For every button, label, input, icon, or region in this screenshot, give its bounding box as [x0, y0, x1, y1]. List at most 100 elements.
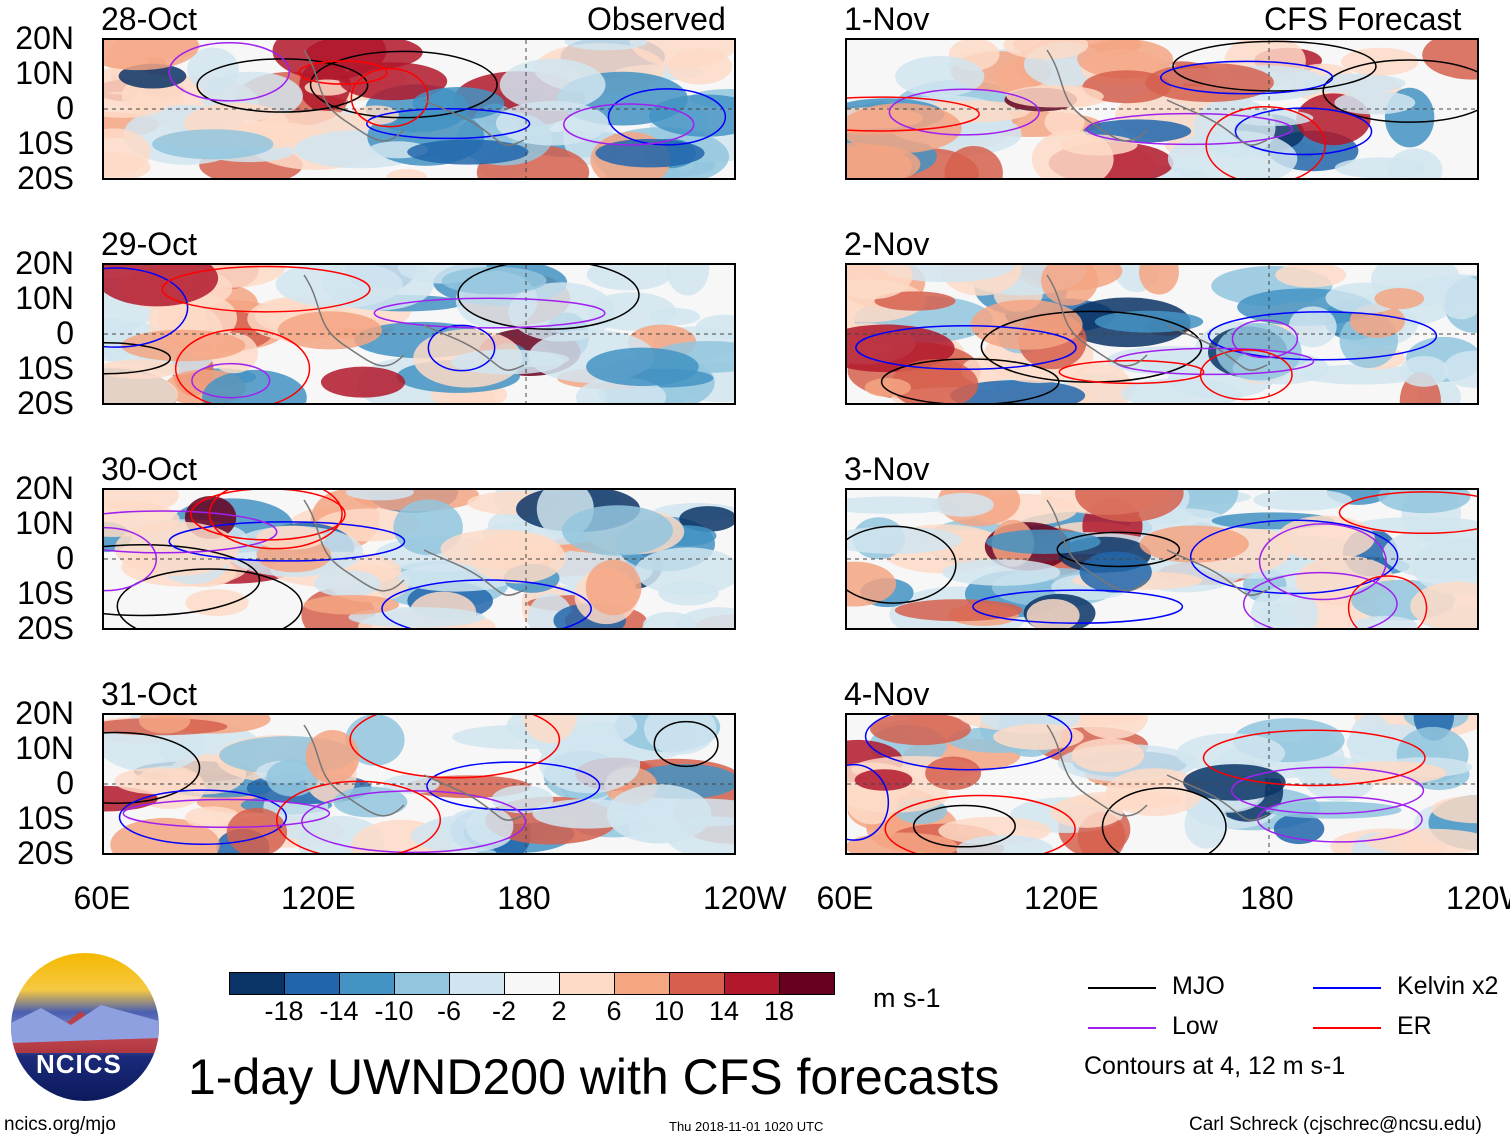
low-contour	[104, 526, 158, 592]
wind-anomaly-blob	[695, 314, 734, 339]
colorbar-swatch	[670, 973, 725, 994]
wind-anomaly-blob	[407, 139, 529, 165]
colorbar-tick-label: 10	[653, 996, 685, 1026]
map-panel-31-Oct	[102, 713, 736, 855]
kelvin-contour	[366, 107, 531, 140]
wind-anomaly-blob	[386, 169, 428, 178]
wind-anomaly-blob	[1275, 265, 1347, 288]
coastline	[1046, 499, 1268, 596]
colorbar-tick-label: 2	[551, 996, 567, 1026]
legend-label: Kelvin x2	[1397, 972, 1499, 1000]
kelvin-contour	[104, 267, 189, 348]
mjo-contour	[1101, 787, 1227, 853]
colorbar-tick-label: 18	[763, 996, 795, 1026]
lat-tick-label: 10S	[17, 575, 74, 611]
wind-anomaly-blob	[522, 715, 577, 744]
colorbar-swatch	[615, 973, 670, 994]
wind-anomaly-blob	[104, 40, 200, 71]
er-contour	[1347, 575, 1428, 628]
wind-anomaly-blob	[854, 769, 913, 791]
wind-anomaly-blob	[104, 128, 151, 176]
wind-anomaly-blob	[878, 265, 1015, 283]
kelvin-contour	[426, 761, 601, 811]
colorbar-swatch	[560, 973, 615, 994]
wind-anomaly-blob	[121, 329, 246, 362]
wind-anomaly-blob	[586, 347, 699, 387]
er-contour	[298, 60, 388, 85]
coastline	[303, 49, 525, 146]
wind-anomaly-blob	[595, 138, 705, 168]
footer-url[interactable]: ncics.org/mjo	[4, 1114, 116, 1135]
colorbar-swatch	[450, 973, 505, 994]
contour-note: Contours at 4, 12 m s-1	[1084, 1052, 1346, 1080]
colorbar-tick-label: -14	[319, 996, 359, 1026]
lat-tick-label: 10S	[17, 125, 74, 161]
lon-tick-label: 120E	[1024, 880, 1099, 916]
wind-anomaly-blob	[847, 265, 913, 300]
wind-anomaly-blob	[1334, 90, 1416, 115]
wind-anomaly-blob	[891, 359, 979, 403]
logo-text: NCICS	[36, 1049, 122, 1079]
wind-anomaly-blob	[1365, 828, 1477, 853]
wind-anomaly-blob	[538, 735, 641, 794]
wind-anomaly-blob	[256, 525, 326, 550]
lat-tick-label: 20N	[15, 695, 74, 731]
colorbar-tick-label: 14	[708, 996, 740, 1026]
wind-anomaly-blob	[266, 759, 319, 797]
wind-anomaly-blob	[986, 529, 1101, 554]
panel-date-label: 30-Oct	[101, 451, 198, 487]
wind-anomaly-blob	[1003, 40, 1089, 60]
lat-tick-label: 0	[56, 315, 74, 351]
lon-tick-label: 120W	[703, 880, 787, 916]
mjo-contour	[104, 544, 261, 617]
kelvin-contour	[855, 325, 1077, 371]
lat-tick-label: 0	[56, 765, 74, 801]
er-contour	[190, 490, 346, 541]
wind-anomaly-blob	[643, 715, 717, 755]
mjo-contour	[104, 342, 172, 375]
wind-anomaly-blob	[1288, 306, 1337, 348]
wind-anomaly-blob	[1176, 733, 1286, 774]
wind-anomaly-blob	[152, 129, 274, 160]
wind-anomaly-blob	[942, 559, 1061, 586]
wind-anomaly-blob	[970, 299, 1083, 350]
wind-anomaly-blob	[847, 145, 921, 178]
lat-tick-label: 20S	[17, 160, 74, 196]
wind-anomaly-blob	[352, 105, 399, 125]
wind-anomaly-blob	[345, 490, 414, 501]
colorbar	[229, 972, 835, 995]
wind-anomaly-blob	[956, 835, 1054, 853]
low-contour	[373, 297, 606, 329]
wind-anomaly-blob	[1041, 265, 1099, 306]
lon-tick-label: 180	[1240, 880, 1294, 916]
er-contour	[847, 96, 980, 132]
wind-anomaly-blob	[104, 371, 178, 403]
mjo-contour	[912, 804, 1016, 848]
mjo-contour	[1056, 531, 1181, 568]
mjo-contour	[457, 265, 640, 330]
wind-anomaly-blob	[1378, 490, 1471, 514]
lat-tick-label: 20S	[17, 835, 74, 871]
wind-anomaly-blob	[1044, 107, 1085, 137]
map-panel-2-Nov	[845, 263, 1479, 405]
kelvin-contour	[168, 521, 406, 562]
wind-anomaly-blob	[561, 505, 674, 556]
legend-label: Low	[1172, 1012, 1218, 1040]
lat-tick-label: 10S	[17, 800, 74, 836]
kelvin-contour	[1207, 311, 1438, 361]
map-panel-29-Oct	[102, 263, 736, 405]
mjo-contour	[1322, 59, 1477, 123]
wind-anomaly-blob	[104, 265, 219, 307]
lat-tick-label: 20N	[15, 470, 74, 506]
lat-tick-label: 20N	[15, 20, 74, 56]
map-panel-28-Oct	[102, 38, 736, 180]
wind-anomaly-blob	[202, 369, 307, 403]
wind-anomaly-blob	[499, 58, 606, 111]
wind-anomaly-blob	[1438, 274, 1477, 320]
lat-tick-label: 20S	[17, 385, 74, 421]
wind-anomaly-blob	[1026, 598, 1080, 628]
wind-anomaly-blob	[275, 265, 403, 308]
colorbar-swatch	[780, 973, 834, 994]
kelvin-contour	[847, 763, 890, 841]
